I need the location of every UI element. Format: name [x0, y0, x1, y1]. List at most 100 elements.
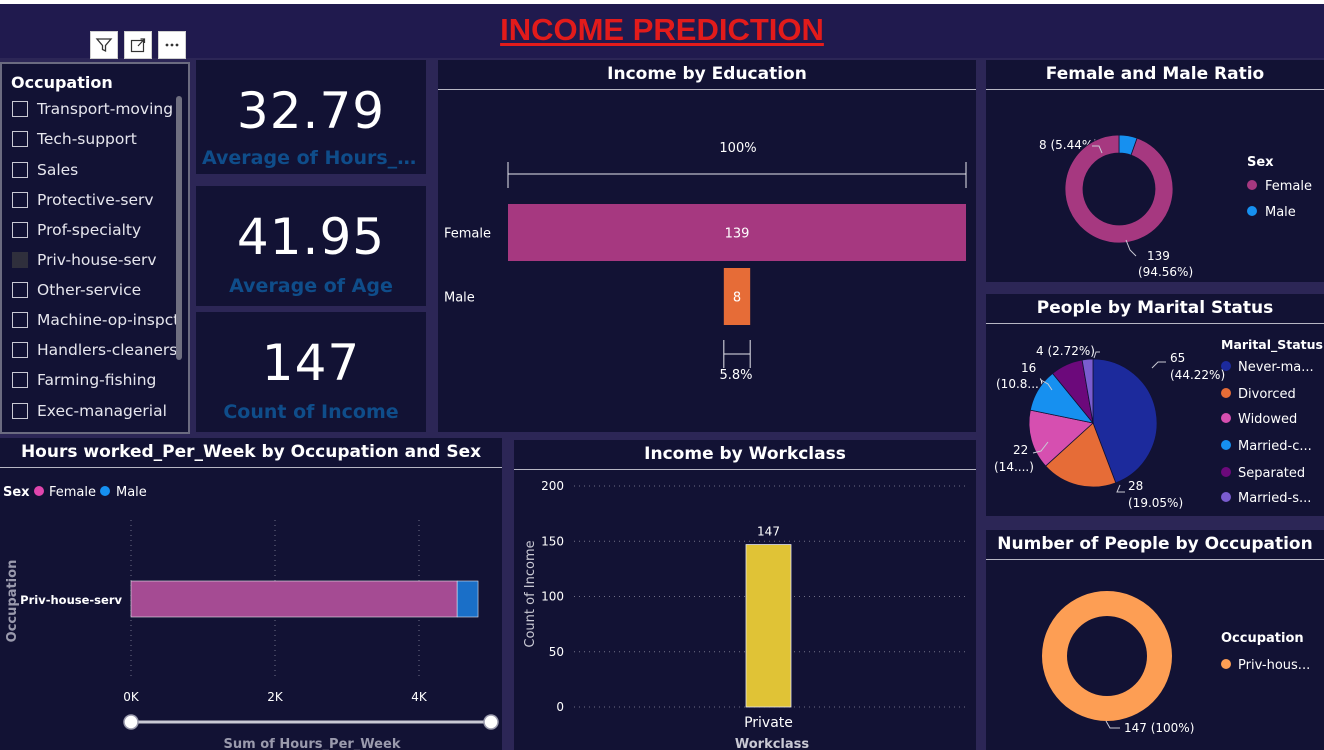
checkbox[interactable] — [12, 342, 28, 358]
focus-mode-button[interactable] — [124, 31, 152, 59]
slicer-item-priv-house-serv[interactable]: Priv-house-serv — [12, 249, 157, 271]
kpi-value: 147 — [261, 334, 361, 392]
legend-marker-female — [1247, 180, 1257, 190]
checkbox[interactable] — [12, 282, 28, 298]
slicer-item-exec-managerial[interactable]: Exec-managerial — [12, 400, 167, 422]
legend-label-female: Female — [49, 485, 96, 500]
legend-marker-never-married — [1221, 361, 1231, 371]
x-axis-title: Workclass — [735, 737, 810, 750]
x-tick-label: 4K — [411, 690, 428, 704]
leader-line-married — [1040, 379, 1053, 391]
slicer-item-label: Tech-support — [37, 130, 137, 148]
slice-married-spouse-absent — [1081, 358, 1094, 424]
x-axis-title: Sum of Hours_Per_Week — [224, 737, 401, 750]
leader-line-female — [1125, 239, 1137, 257]
legend-marker-divorced — [1221, 388, 1231, 398]
income-by-education-chart: 100% 5.8% 139 Female 8 Male — [444, 141, 967, 383]
slice-priv-house-serv — [1042, 591, 1172, 721]
checkbox[interactable] — [12, 192, 28, 208]
checkbox[interactable] — [12, 222, 28, 238]
kpi-label: Average of Age — [229, 275, 393, 297]
slicer-item-prof-specialty[interactable]: Prof-specialty — [12, 219, 141, 241]
chart-title: Income by Workclass — [514, 440, 976, 470]
slice-widowed — [1028, 409, 1094, 467]
legend-title: Occupation — [1221, 631, 1304, 646]
slicer-item-label: Exec-managerial — [37, 402, 167, 420]
data-label-married-percent: (10.8...) — [996, 377, 1044, 391]
data-label-divorced-percent: (19.05%) — [1128, 496, 1183, 510]
legend-title: Sex — [3, 485, 30, 500]
slicer-scrollbar[interactable] — [176, 96, 182, 360]
checkbox[interactable] — [12, 372, 28, 388]
slicer-item-protective-serv[interactable]: Protective-serv — [12, 189, 154, 211]
legend-label-separated: Separated — [1238, 466, 1305, 481]
category-label-female: Female — [444, 227, 491, 242]
slicer-item-handlers-cleaners[interactable]: Handlers-cleaners — [12, 339, 177, 361]
people-by-occupation-chart: Occupation Priv-hous... 147 (100%) — [1042, 591, 1310, 735]
category-label-male: Male — [444, 291, 475, 306]
slicer-item-farming-fishing[interactable]: Farming-fishing — [12, 369, 156, 391]
chart-title: Number of People by Occupation — [986, 530, 1324, 560]
bar-female — [508, 204, 966, 261]
legend-marker-priv-house-serv — [1221, 659, 1231, 669]
marital-status-panel: People by Marital Status Marital_Status … — [986, 294, 1324, 516]
checkbox[interactable] — [12, 131, 28, 147]
leader-line-separated — [1093, 351, 1100, 359]
legend-label-priv-house-serv: Priv-hous... — [1238, 658, 1310, 673]
checkbox[interactable] — [12, 101, 28, 117]
x-tick-label-private: Private — [744, 715, 793, 731]
data-label-female: 139 — [725, 227, 750, 242]
chart-title: Female and Male Ratio — [986, 60, 1324, 90]
occupation-slicer[interactable]: Occupation Transport-moving Tech-support… — [0, 62, 190, 434]
more-options-button[interactable] — [158, 31, 186, 59]
slice-never-married — [1092, 358, 1158, 484]
slicer-item-label: Other-service — [37, 281, 142, 299]
kpi-card-count: 147 Count of Income — [196, 312, 426, 432]
y-tick-label: 100 — [541, 590, 564, 604]
data-label-female-percent: (94.56%) — [1138, 265, 1193, 279]
slicer-item-other-service[interactable]: Other-service — [12, 279, 141, 301]
checkbox[interactable] — [12, 403, 28, 419]
chart-title: People by Marital Status — [986, 294, 1324, 324]
checkbox[interactable] — [12, 312, 28, 328]
data-label-widowed-value: 22 — [1013, 443, 1028, 457]
leader-line-divorced — [1116, 484, 1125, 493]
slicer-item-machine-op-inspct[interactable]: Machine-op-inspct — [12, 309, 179, 331]
checkbox-checked[interactable] — [12, 252, 28, 268]
people-by-occupation-panel: Number of People by Occupation Occupatio… — [986, 530, 1324, 750]
legend-marker-widowed — [1221, 413, 1231, 423]
slicer-item-tech-support[interactable]: Tech-support — [12, 128, 137, 150]
slicer-item-sales[interactable]: Sales — [12, 159, 78, 181]
leader-line-male — [1092, 145, 1103, 154]
bar-private — [745, 544, 792, 708]
slicer-item-transport-moving[interactable]: Transport-moving — [12, 98, 173, 120]
slice-divorced — [1045, 422, 1117, 488]
income-by-workclass-panel: Income by Workclass Count of Income Work… — [514, 440, 976, 750]
legend-label-married-spouse-absent: Married-s... — [1238, 491, 1311, 506]
kpi-card-age: 41.95 Average of Age — [196, 186, 426, 306]
x-tick-label: 0K — [123, 690, 140, 704]
slicer-item-label: Transport-moving — [37, 100, 174, 118]
legend-marker-separated — [1221, 467, 1231, 477]
y-axis-title: Count of Income — [523, 540, 538, 647]
checkbox[interactable] — [12, 162, 28, 178]
y-tick-label: 200 — [541, 479, 564, 493]
data-label-divorced-value: 28 — [1128, 479, 1143, 493]
range-slider-handle-start[interactable] — [123, 714, 139, 730]
marital-status-chart: Marital_Status Never-ma... Divorced Wido… — [994, 337, 1323, 510]
x-tick-label: 2K — [267, 690, 284, 704]
slicer-item-label: Priv-house-serv — [37, 251, 157, 269]
bottom-percent-label: 5.8% — [719, 368, 752, 383]
chart-title: Hours worked_Per_Week by Occupation and … — [0, 438, 502, 468]
kpi-card-hours: 32.79 Average of Hours_Per_Week — [196, 60, 426, 174]
slicer-item-label: Sales — [37, 161, 79, 179]
range-slider-handle-end[interactable] — [483, 714, 499, 730]
legend-marker-married-civ — [1221, 440, 1231, 450]
filter-icon — [95, 38, 113, 53]
slicer-item-label: Handlers-cleaners — [37, 341, 178, 359]
slicer-item-label: Protective-serv — [37, 191, 154, 209]
female-male-ratio-chart: Sex Female Male 8 (5.44%) 139 (94.56%) — [1039, 134, 1312, 279]
bar-segment-female — [130, 580, 458, 618]
filter-button[interactable] — [90, 31, 118, 59]
legend-marker-female — [34, 486, 44, 496]
